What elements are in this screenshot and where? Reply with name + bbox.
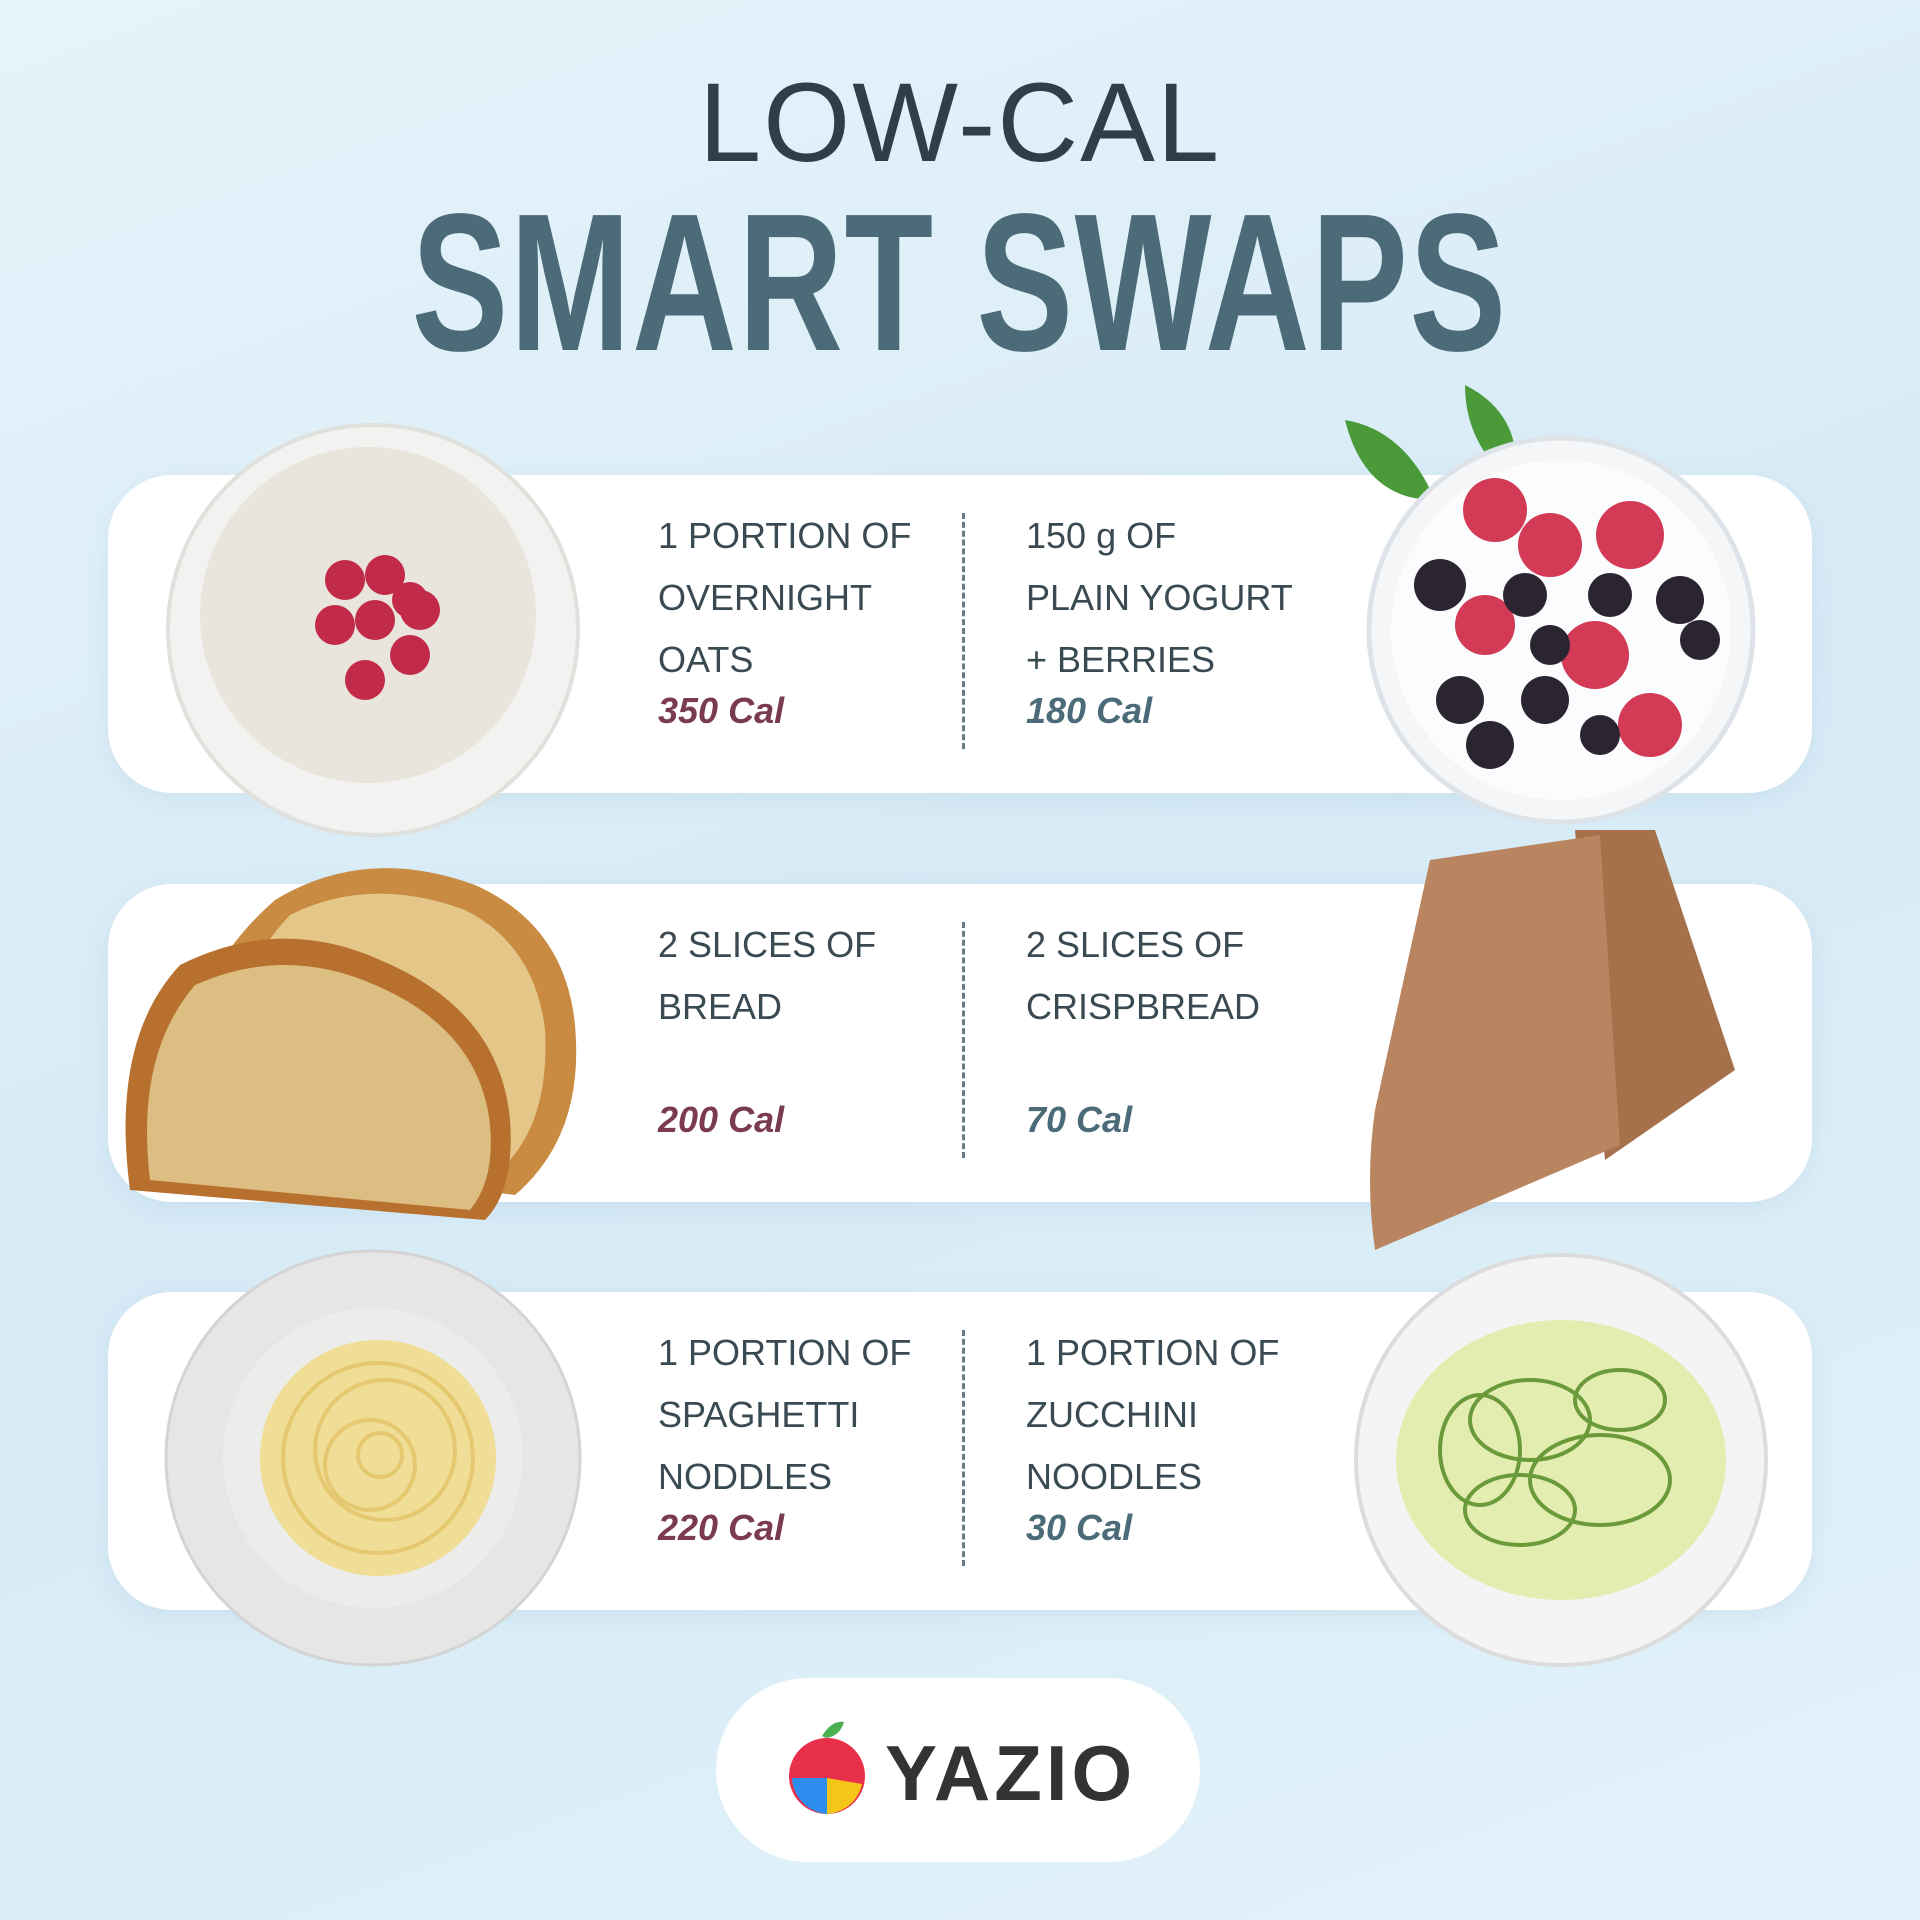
divider: [962, 513, 965, 749]
logo-icon: [789, 1721, 865, 1814]
food-line: BREAD: [658, 986, 783, 1027]
food-line: SPAGHETTI: [658, 1394, 860, 1435]
food-line: 2 SLICES OF: [1026, 924, 1245, 965]
calories: 200 Cal: [658, 1099, 785, 1140]
food-line: 150 g OF: [1026, 515, 1177, 556]
food-line: 1 PORTION OF: [1026, 1332, 1280, 1373]
title-line2: SMART SWAPS: [411, 173, 1509, 392]
food-line: + BERRIES: [1026, 639, 1216, 680]
divider: [962, 922, 965, 1158]
calories: 350 Cal: [658, 690, 785, 731]
food-line: ZUCCHINI: [1026, 1394, 1198, 1435]
food-line: OATS: [658, 639, 754, 680]
food-line: 1 PORTION OF: [658, 515, 912, 556]
food-line: 2 SLICES OF: [658, 924, 877, 965]
food-line: OVERNIGHT: [658, 577, 873, 618]
title-line1: LOW-CAL: [698, 60, 1222, 185]
food-line: CRISPBREAD: [1026, 986, 1261, 1027]
title-wrap: SMART SWAPS: [0, 185, 1920, 381]
food-line: NOODLES: [1026, 1456, 1203, 1497]
food-line: PLAIN YOGURT: [1026, 577, 1293, 618]
logo-text: YAZIO: [885, 1729, 1137, 1817]
calories: 30 Cal: [1026, 1507, 1133, 1548]
calories: 220 Cal: [658, 1507, 785, 1548]
calories: 70 Cal: [1026, 1099, 1133, 1140]
food-line: 1 PORTION OF: [658, 1332, 912, 1373]
food-line: NODDLES: [658, 1456, 833, 1497]
divider: [962, 1330, 965, 1566]
calories: 180 Cal: [1026, 690, 1153, 731]
